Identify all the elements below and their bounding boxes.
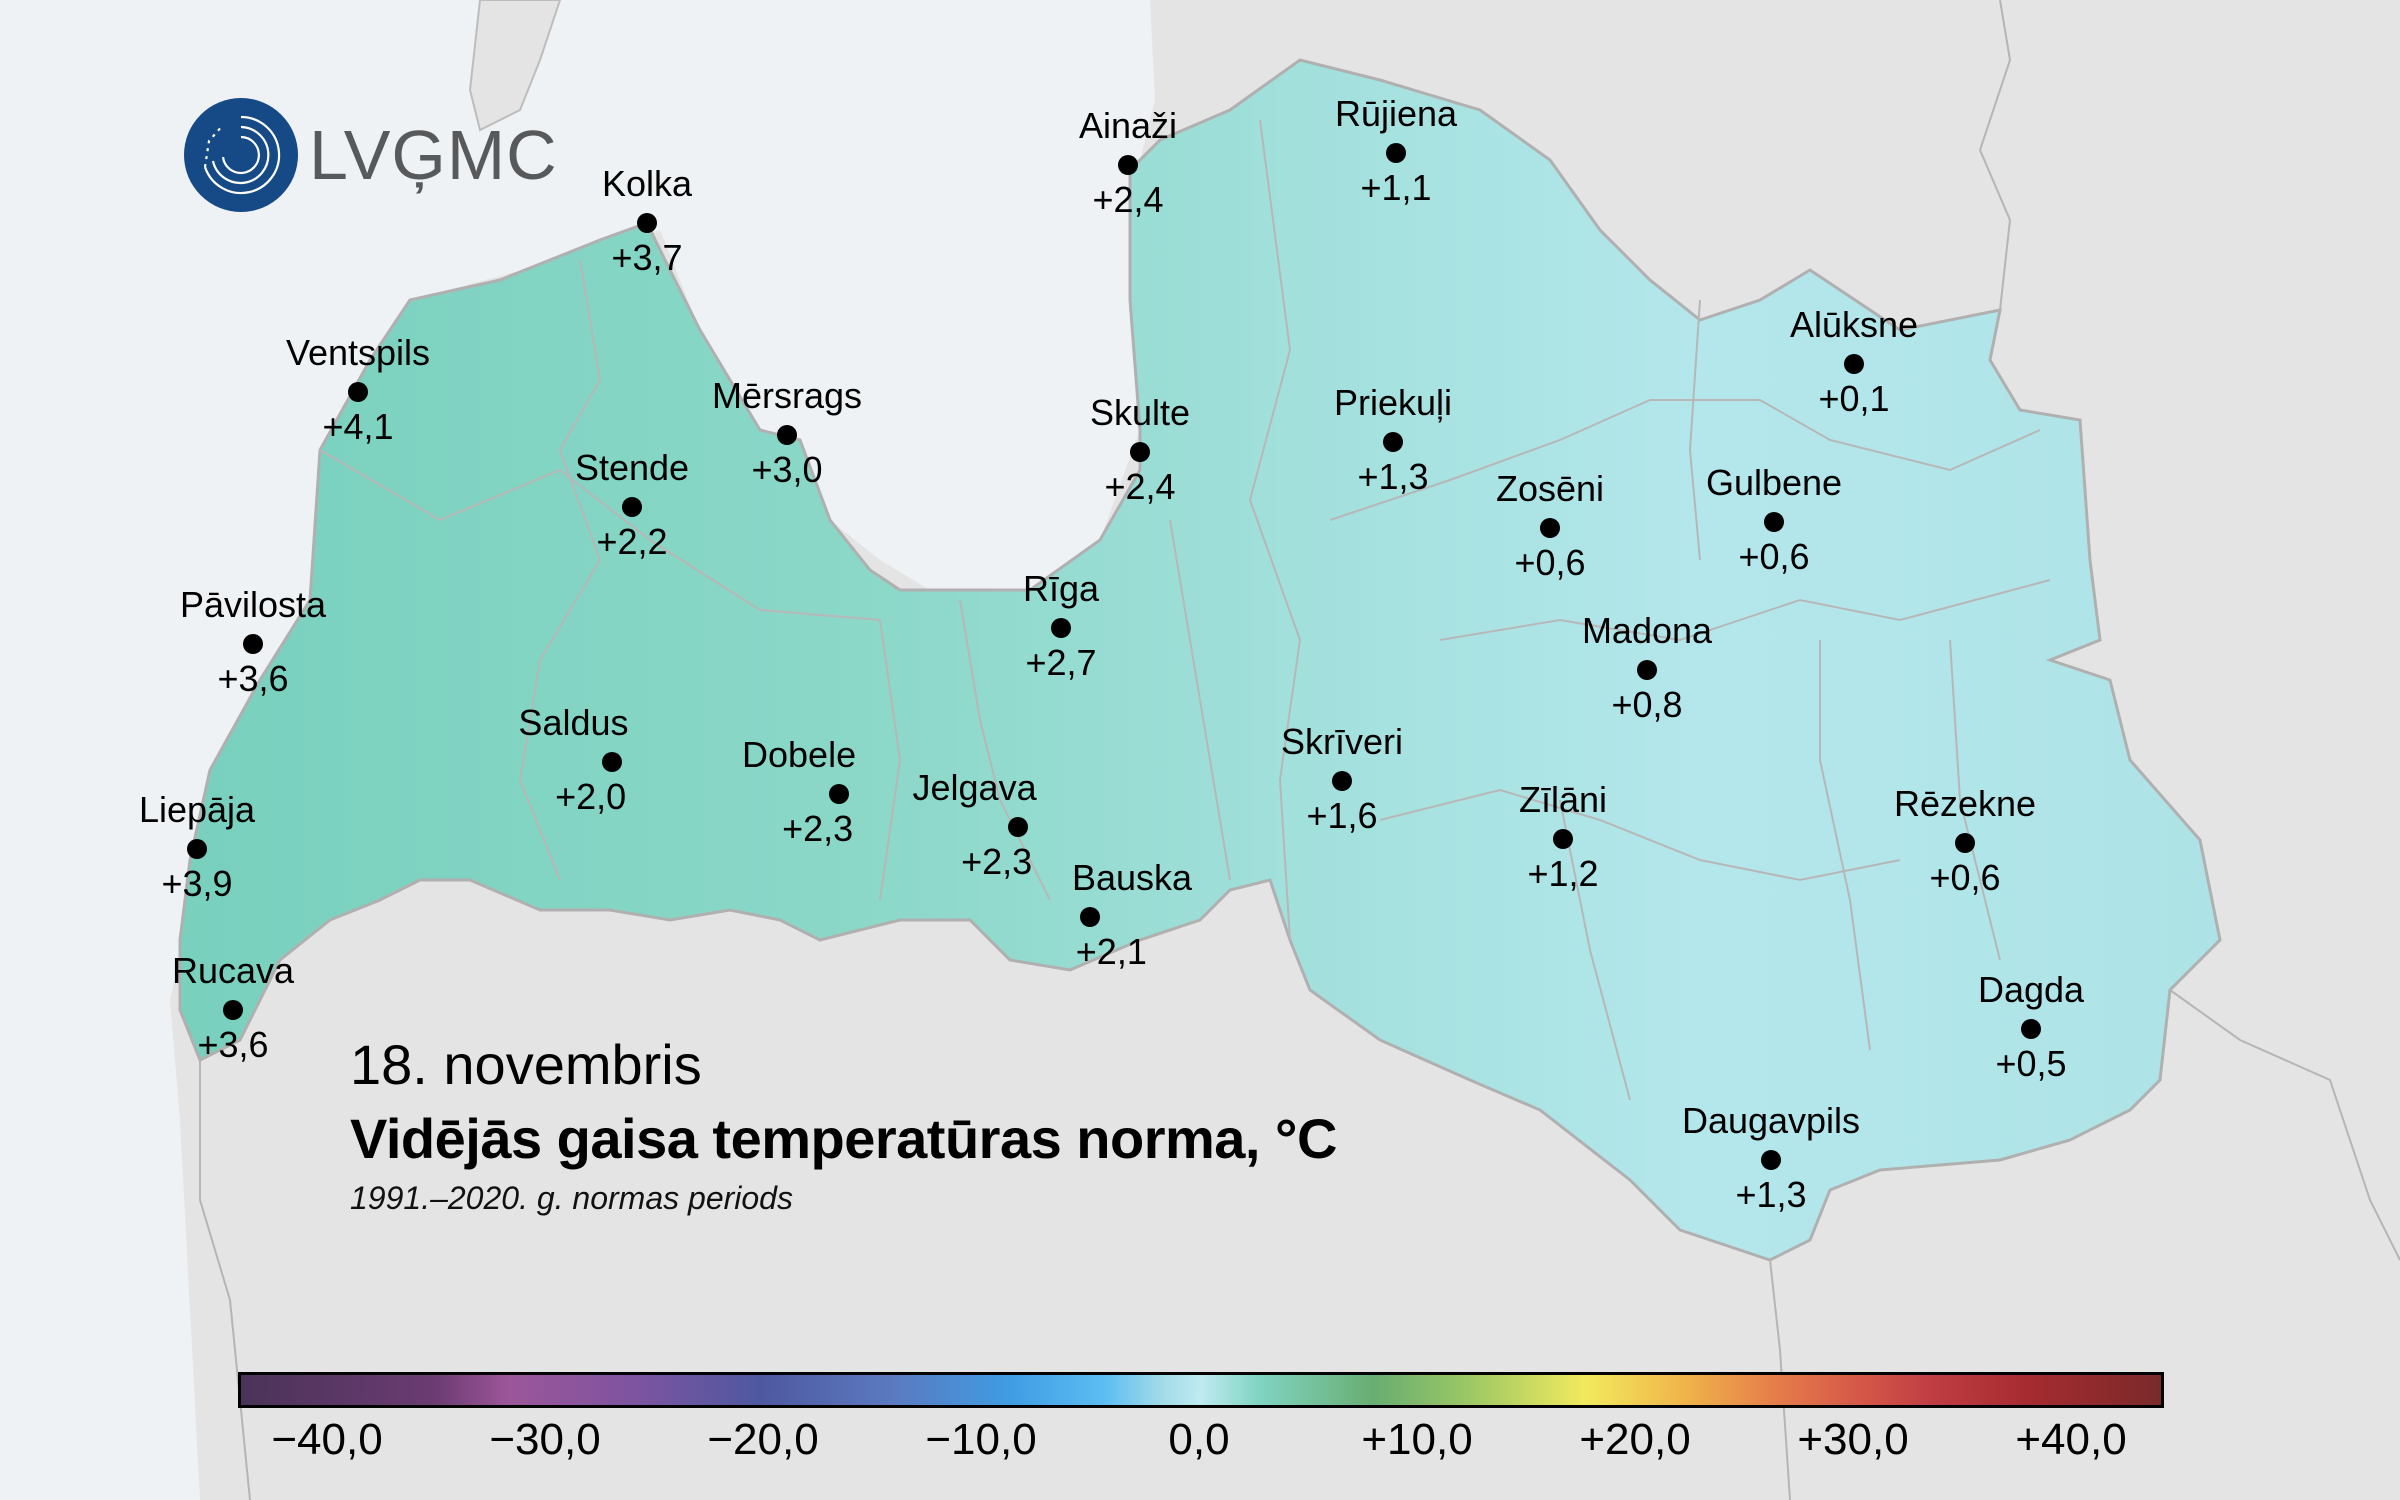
station-name: Gulbene [1705,462,1843,503]
station-value: +0,1 [1818,378,1890,419]
station-dot-icon [1080,907,1100,927]
station-name: Ventspils [285,332,431,373]
station-name: Rīga [1022,568,1100,609]
station-dot-icon [637,213,657,233]
municipal-borders [319,119,2051,1101]
lvgmc-logo-icon [184,98,298,212]
station-name: Liepāja [138,789,256,830]
station-dot-icon [187,839,207,859]
station-value: +2,7 [1025,642,1097,683]
station-value: +3,7 [611,237,683,278]
station-value: +2,0 [555,776,627,817]
map-title: Vidējās gaisa temperatūras norma, °C [350,1107,1337,1170]
station-name: Rucava [171,950,295,991]
date-label: 18. novembris [350,1033,702,1096]
station-value: +2,3 [782,808,854,849]
title-block: 18. novembris Vidējās gaisa temperatūras… [350,1030,1337,1217]
station-name: Priekuļi [1333,382,1453,423]
station-value: +1,2 [1527,853,1599,894]
station-dot-icon [243,634,263,654]
colorbar-tick: +20,0 [1579,1415,1691,1464]
station-value: +2,4 [1092,179,1164,220]
station-value: +0,6 [1929,857,2001,898]
station-dot-icon [223,1000,243,1020]
station-value: +3,9 [161,863,233,904]
colorbar-tick: 0,0 [1168,1415,1230,1464]
colorbar-tick: −40,0 [271,1415,383,1464]
station-name: Dagda [1977,969,2085,1010]
station-name: Daugavpils [1681,1100,1861,1141]
station-name: Dobele [742,734,857,775]
station-value: +1,3 [1357,456,1429,497]
station-name: Mērsrags [711,375,863,416]
latvia-territory [178,58,2222,1262]
station-dot-icon [1051,618,1071,638]
station-name: Rūjiena [1334,93,1458,134]
station-dot-icon [1386,143,1406,163]
station-name: Jelgava [912,767,1037,808]
station-dot-icon [1540,518,1560,538]
station-value: +1,3 [1735,1174,1807,1215]
colorbar-tick: −10,0 [925,1415,1037,1464]
station-name: Rēzekne [1893,783,2037,824]
station-dot-icon [2021,1019,2041,1039]
lvgmc-logo: LVĢMC [183,97,558,213]
station-value: +0,6 [1514,542,1586,583]
station-dot-icon [1008,817,1028,837]
station-dot-icon [622,497,642,517]
station-dot-icon [1383,432,1403,452]
station-value: +3,0 [751,449,823,490]
station-name: Pāvilosta [179,584,327,625]
station-dot-icon [1761,1150,1781,1170]
station-value: +1,6 [1306,795,1378,836]
station-dot-icon [602,752,622,772]
station-dot-icon [829,784,849,804]
station-value: +2,3 [961,841,1033,882]
station-value: +0,6 [1738,536,1810,577]
station-value: +2,2 [596,521,668,562]
station-name: Saldus [518,702,629,743]
station-dot-icon [1130,442,1150,462]
sea-area [0,0,1155,1500]
station-dot-icon [348,382,368,402]
station-value: +0,5 [1995,1043,2067,1084]
colorbar-tick: −20,0 [707,1415,819,1464]
station-dot-icon [1764,512,1784,532]
station-dot-icon [1844,354,1864,374]
station-dot-icon [777,425,797,445]
station-value: +2,1 [1075,931,1147,972]
station-value: +1,1 [1360,167,1432,208]
station-value: +4,1 [322,406,394,447]
station-value: +3,6 [217,658,289,699]
island [468,0,562,132]
colorbar-tick: +40,0 [2015,1415,2127,1464]
station-name: Zīlāni [1518,779,1608,820]
color-scale-bar [238,1372,2164,1408]
station-name: Skrīveri [1280,721,1404,762]
station-name: Kolka [601,163,693,204]
station-name: Madona [1581,610,1713,651]
station-dot-icon [1637,660,1657,680]
station-dot-icon [1553,829,1573,849]
station-dot-icon [1332,771,1352,791]
logo-text: LVĢMC [309,116,558,194]
station-name: Alūksne [1789,304,1919,345]
station-dot-icon [1118,155,1138,175]
colorbar-tick: −30,0 [489,1415,601,1464]
colorbar-tick: +10,0 [1361,1415,1473,1464]
colorbar-tick: +30,0 [1797,1415,1909,1464]
station-name: Bauska [1071,857,1193,898]
station-name: Skulte [1089,392,1191,433]
station-name: Ainaži [1078,105,1178,146]
station-value: +0,8 [1611,684,1683,725]
station-name: Zosēni [1495,468,1605,509]
map-subtitle: 1991.–2020. g. normas periods [350,1180,793,1216]
station-value: +3,6 [197,1024,269,1065]
station-value: +2,4 [1104,466,1176,507]
station-dot-icon [1955,833,1975,853]
station-name: Stende [574,447,690,488]
